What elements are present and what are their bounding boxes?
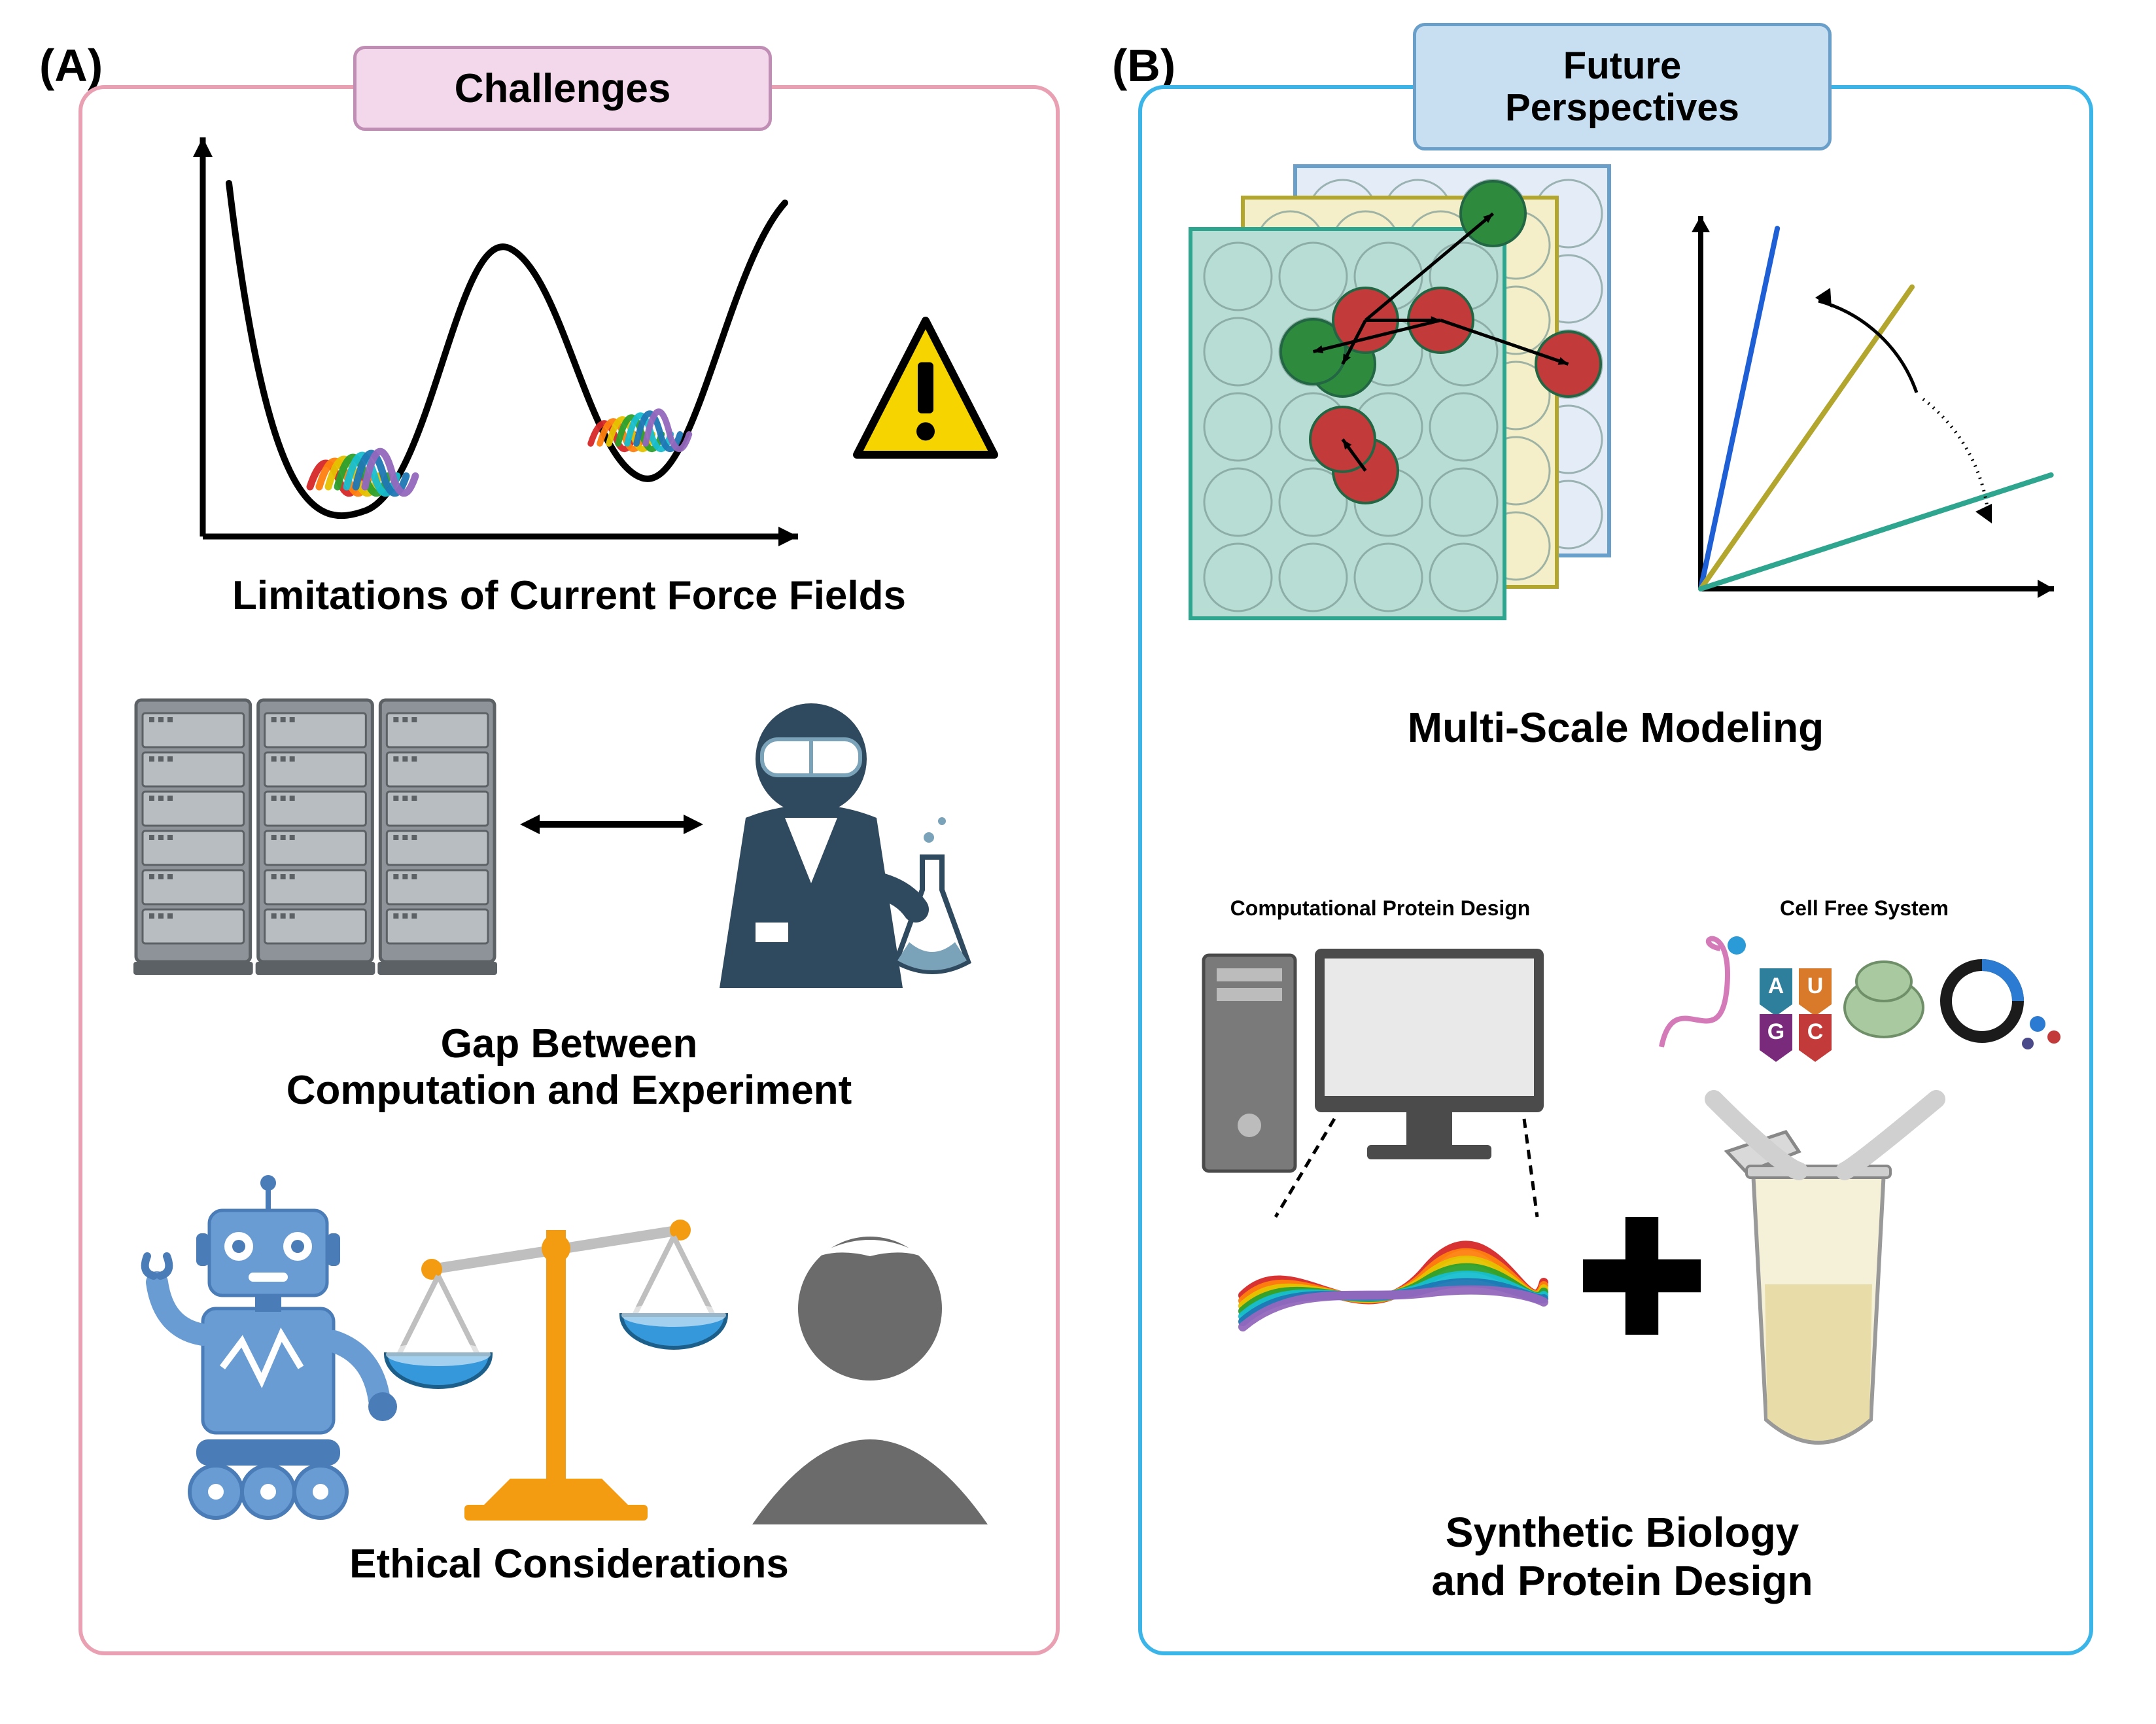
challenges-badge: Challenges xyxy=(353,46,772,131)
svg-text:G: G xyxy=(1767,1019,1784,1044)
future-badge: Future Perspectives xyxy=(1413,23,1832,150)
panel-a-label: (A) xyxy=(39,39,103,92)
future-badge-text: Future Perspectives xyxy=(1505,45,1739,129)
cell-free-components-icon: AUGC xyxy=(1648,929,2067,1112)
multiscale-grid-icon xyxy=(1191,150,1622,595)
label-gap: Gap Between Computation and Experiment xyxy=(196,1021,942,1114)
label-multiscale: Multi-Scale Modeling xyxy=(1348,703,1884,752)
balance-scale-icon xyxy=(392,1178,720,1531)
energy-landscape-icon xyxy=(157,124,811,569)
panel-b-label: (B) xyxy=(1112,39,1175,92)
label-force-fields: Limitations of Current Force Fields xyxy=(150,572,988,619)
robot-icon xyxy=(131,1171,406,1524)
svg-text:C: C xyxy=(1807,1019,1824,1044)
test-tube-icon xyxy=(1688,1125,1923,1479)
label-synbio: Synthetic Biology and Protein Design xyxy=(1361,1508,1884,1605)
label-cfs: Cell Free System xyxy=(1727,896,2002,921)
person-icon xyxy=(733,1223,1007,1524)
challenges-badge-text: Challenges xyxy=(455,65,671,112)
plus-icon xyxy=(1583,1217,1701,1335)
label-ethics: Ethical Considerations xyxy=(249,1541,890,1587)
protein-ribbon-icon xyxy=(1230,1230,1557,1387)
svg-text:U: U xyxy=(1807,974,1824,998)
double-arrow-icon xyxy=(517,805,706,844)
label-cpd: Computational Protein Design xyxy=(1197,896,1563,921)
warning-icon xyxy=(850,314,1001,465)
fan-lines-chart-icon xyxy=(1675,203,2067,622)
computer-icon xyxy=(1197,929,1563,1204)
server-rack-icon xyxy=(131,694,497,981)
svg-text:A: A xyxy=(1768,974,1784,998)
scientist-icon xyxy=(706,687,1007,1001)
